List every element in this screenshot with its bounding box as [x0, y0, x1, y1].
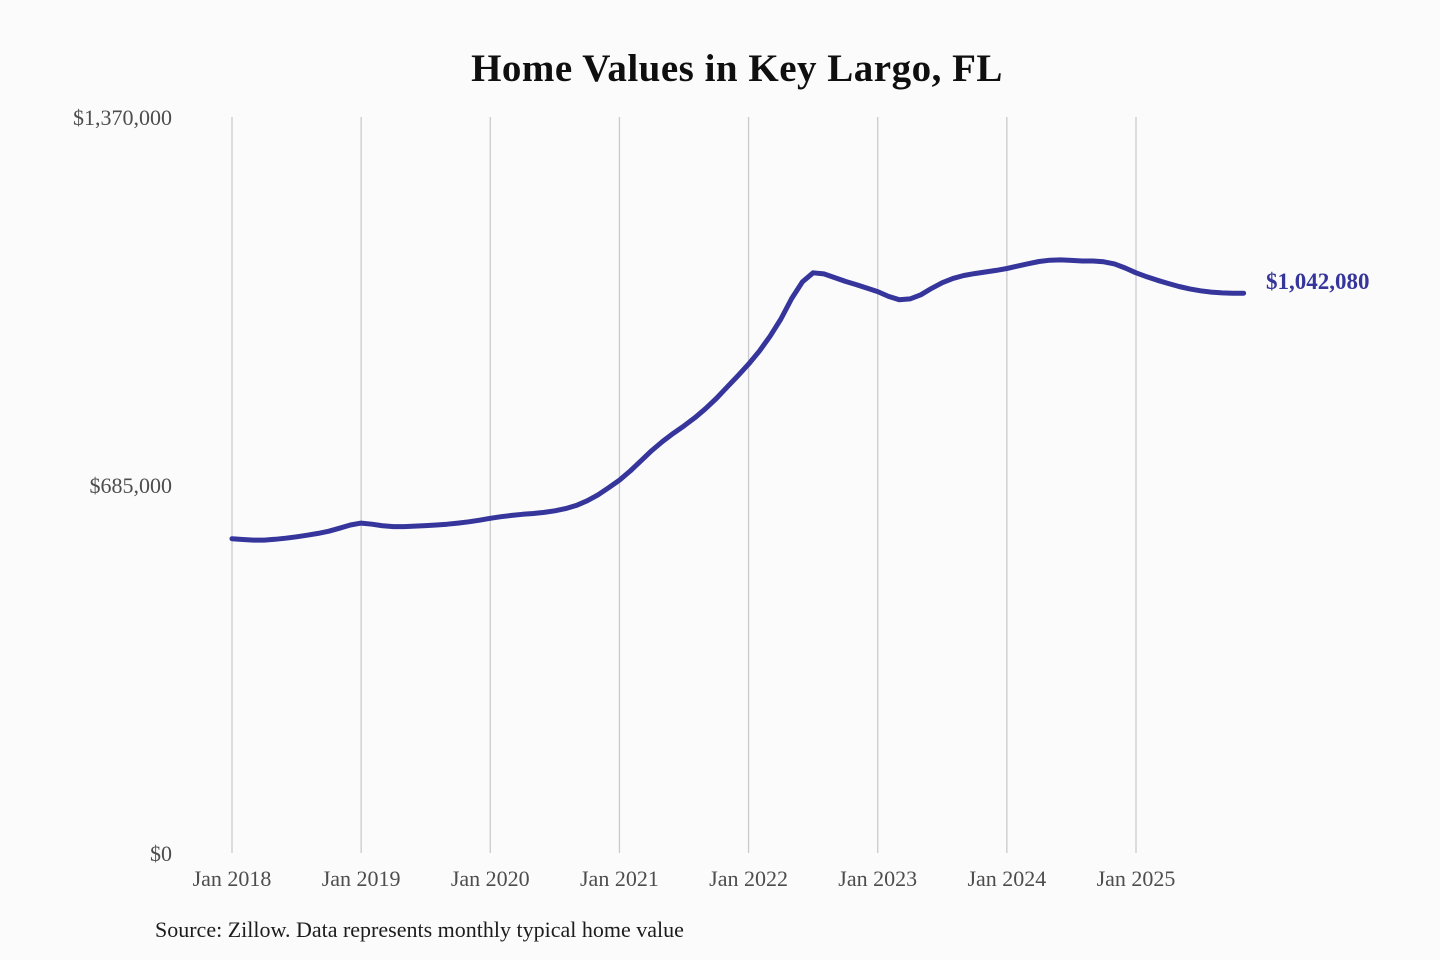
x-tick-label: Jan 2022	[709, 866, 788, 891]
y-tick-label: $685,000	[90, 473, 173, 498]
y-tick-label: $1,370,000	[73, 105, 172, 130]
x-tick-label: Jan 2025	[1097, 866, 1176, 891]
x-tick-label: Jan 2019	[322, 866, 401, 891]
x-tick-label: Jan 2023	[838, 866, 917, 891]
x-tick-label: Jan 2020	[451, 866, 530, 891]
source-note: Source: Zillow. Data represents monthly …	[155, 917, 684, 942]
latest-value-label: $1,042,080	[1266, 269, 1370, 294]
home-value-series-line	[229, 257, 1247, 543]
x-tick-label: Jan 2018	[193, 866, 272, 891]
y-tick-label: $0	[150, 841, 172, 866]
x-tick-label: Jan 2021	[580, 866, 659, 891]
chart-title: Home Values in Key Largo, FL	[471, 47, 1003, 90]
x-tick-label: Jan 2024	[967, 866, 1046, 891]
